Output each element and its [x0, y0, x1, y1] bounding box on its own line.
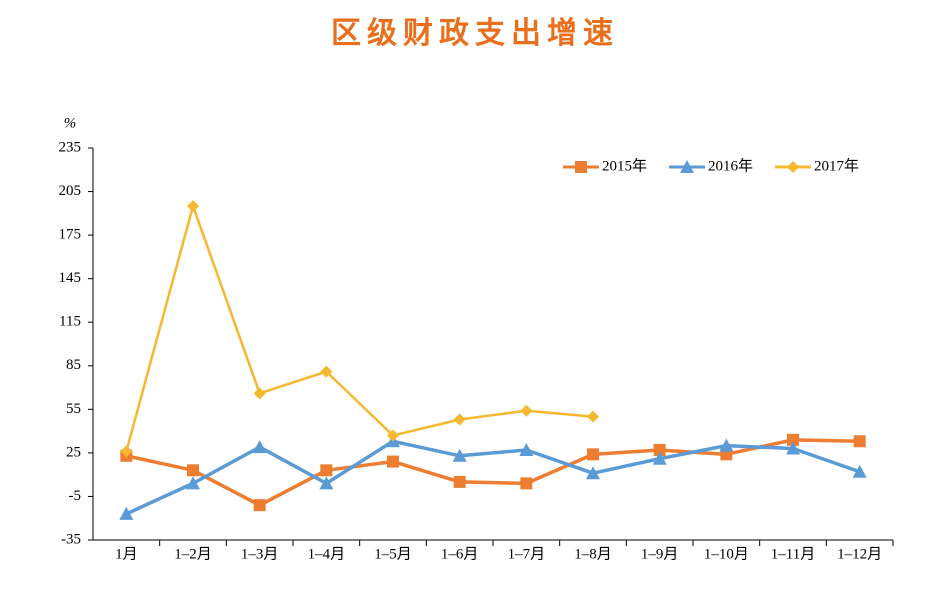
- data-point: [587, 448, 599, 461]
- x-tick-label: 1–4月: [308, 546, 346, 562]
- data-point: [120, 445, 133, 458]
- data-point: [387, 429, 399, 442]
- legend-label: 2015年: [602, 157, 647, 174]
- x-tick-label: 1–11月: [771, 546, 815, 562]
- series-line: [125, 439, 861, 516]
- data-point: [787, 433, 799, 446]
- x-tick-label: 1–3月: [241, 546, 279, 562]
- data-point: [520, 477, 533, 490]
- legend-marker: [680, 160, 694, 173]
- legend-marker: [575, 161, 587, 173]
- x-tick-label: 1月: [115, 546, 138, 562]
- y-tick-label: 235: [59, 139, 82, 155]
- y-tick-label: -35: [61, 531, 81, 547]
- data-point: [519, 442, 534, 456]
- x-tick-label: 1–8月: [574, 546, 612, 562]
- y-tick-label: 85: [66, 357, 81, 373]
- chart-title: 区级财政支出增速: [331, 17, 619, 50]
- data-point: [520, 404, 533, 417]
- data-point: [320, 464, 333, 477]
- x-tick-label: 1–10月: [704, 546, 749, 562]
- y-tick-label: 115: [59, 314, 81, 330]
- legend-label: 2017年: [814, 157, 859, 174]
- data-point: [853, 435, 866, 448]
- series-line: [125, 204, 594, 452]
- y-tick-label: 175: [59, 227, 82, 243]
- data-point: [719, 438, 734, 452]
- data-point: [186, 476, 200, 490]
- x-tick-label: 1–2月: [174, 546, 212, 562]
- data-point: [452, 448, 467, 462]
- y-tick-label: 205: [59, 183, 82, 199]
- data-point: [119, 506, 134, 520]
- legend-marker: [787, 161, 799, 173]
- x-tick-label: 1–6月: [441, 546, 479, 562]
- x-tick-label: 1–5月: [374, 546, 412, 562]
- data-point: [252, 440, 267, 454]
- data-point: [586, 466, 600, 480]
- data-point: [253, 499, 266, 512]
- data-point: [653, 443, 666, 456]
- data-point: [320, 365, 333, 378]
- y-tick-label: 55: [66, 401, 81, 417]
- data-point: [453, 413, 466, 426]
- data-point: [187, 464, 199, 477]
- data-point: [253, 387, 266, 400]
- y-tick-label: -5: [69, 488, 82, 504]
- x-tick-label: 1–9月: [641, 546, 679, 562]
- y-tick-label: 145: [59, 270, 82, 286]
- data-point: [587, 410, 599, 423]
- data-point: [652, 451, 667, 465]
- data-point: [786, 441, 800, 455]
- y-tick-label: 25: [66, 444, 81, 460]
- data-point: [319, 476, 334, 490]
- data-point: [187, 200, 199, 213]
- legend-label: 2016年: [708, 157, 753, 174]
- y-axis-label: %: [64, 115, 77, 131]
- series-line: [125, 438, 860, 507]
- x-tick-label: 1–12月: [837, 546, 882, 562]
- x-tick-label: 1–7月: [508, 546, 546, 562]
- data-point: [387, 455, 399, 468]
- data-point: [852, 464, 867, 478]
- data-point: [453, 475, 466, 488]
